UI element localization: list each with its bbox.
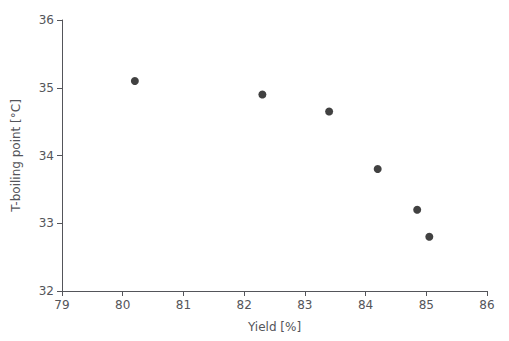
svg-text:84: 84: [358, 298, 373, 312]
svg-text:32: 32: [39, 284, 54, 298]
svg-text:35: 35: [39, 81, 54, 95]
svg-text:82: 82: [237, 298, 252, 312]
svg-text:Yield [%]: Yield [%]: [247, 320, 301, 334]
svg-text:T-boiling point [°C]: T-boiling point [°C]: [9, 99, 23, 213]
svg-text:79: 79: [54, 298, 69, 312]
svg-text:33: 33: [39, 216, 54, 230]
svg-text:83: 83: [297, 298, 312, 312]
svg-text:81: 81: [176, 298, 191, 312]
svg-text:80: 80: [115, 298, 130, 312]
svg-text:85: 85: [419, 298, 434, 312]
svg-text:86: 86: [479, 298, 494, 312]
svg-text:34: 34: [39, 149, 54, 163]
svg-text:36: 36: [39, 13, 54, 27]
